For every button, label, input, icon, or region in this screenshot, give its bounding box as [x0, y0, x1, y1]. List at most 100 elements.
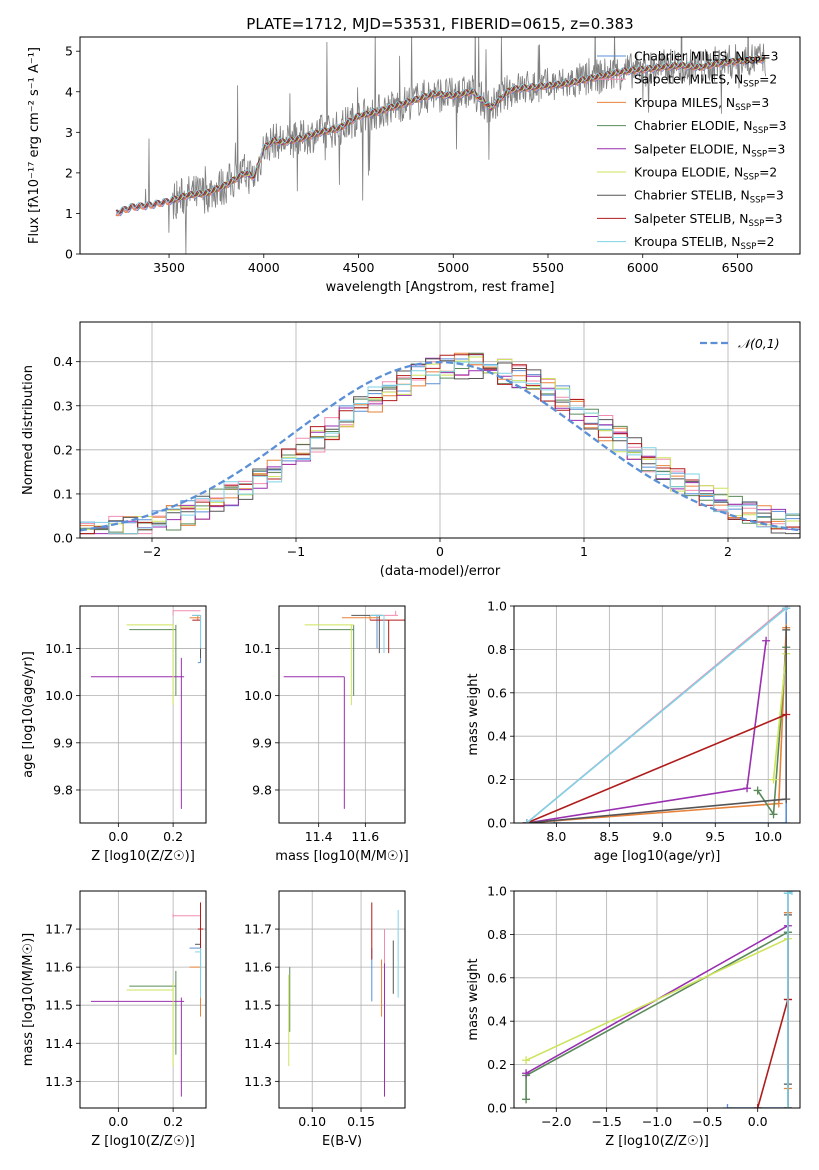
weight-point	[753, 786, 762, 795]
y-tick-label: 0.0	[487, 816, 507, 831]
y-tick-label: 2	[65, 165, 73, 180]
x-axis-label: (data-model)/error	[380, 564, 501, 579]
y-tick-label: 11.3	[45, 1074, 73, 1089]
x-tick-label: 11.6	[351, 829, 379, 844]
x-tick-label: 1	[580, 544, 588, 559]
y-tick-label: 0.0	[487, 1101, 507, 1116]
mass_vs_Z-plot-area	[90, 902, 204, 1097]
y-axis-label: age [log10(age/yr)]	[21, 651, 36, 778]
mass_vs_ebv-panel: 0.10 0.15 11.3 11.4 11.5 11.6 11.7 E(B-V)	[244, 890, 406, 1149]
y-tick-label: 0.4	[53, 354, 73, 369]
x-tick-label: −1	[287, 544, 305, 559]
age_vs_Z-panel: 0.0 0.2 9.8 9.9 10.0 10.1 Z [log10(Z/Z☉)] age […	[21, 605, 207, 864]
y-axis-label: mass weight	[466, 673, 481, 755]
weight-point	[782, 710, 791, 719]
y-tick-label: 0.2	[487, 772, 507, 787]
y-tick-label: 0.8	[487, 927, 507, 942]
x-tick-label: 0.15	[347, 1114, 375, 1129]
y-tick-label: 0.6	[487, 685, 507, 700]
y-tick-label: 10.0	[244, 688, 272, 703]
weight-point	[762, 636, 771, 645]
y-tick-label: 0.1	[53, 486, 73, 501]
x-tick-label: 9.5	[705, 829, 725, 844]
weight-point	[522, 1069, 531, 1078]
weight-line-8	[526, 607, 787, 823]
x-tick-label: 0.10	[298, 1114, 326, 1129]
histogram-7	[80, 353, 800, 535]
y-tick-label: 9.8	[53, 782, 73, 797]
y-tick-label: 11.3	[244, 1074, 272, 1089]
y-tick-label: 10.1	[244, 641, 272, 656]
axes-frame	[513, 605, 801, 824]
y-tick-label: 11.4	[45, 1036, 73, 1051]
normal-reference-curve	[80, 360, 800, 532]
legend-entry: Chabrier ELODIE, NSSP=3	[634, 119, 787, 136]
residuals-plot-area	[80, 352, 800, 535]
axes-frame	[513, 890, 801, 1109]
y-tick-label: 10.1	[45, 641, 73, 656]
mass_vs_Z-panel: 0.0 0.2 11.3 11.4 11.5 11.6 11.7 Z [log10(Z/Z☉)…	[21, 890, 207, 1149]
x-tick-label: 8.5	[599, 829, 619, 844]
weight-point	[782, 819, 791, 823]
weight-line-4	[526, 640, 767, 823]
x-tick-label: 0	[436, 544, 444, 559]
y-tick-label: 0.6	[487, 970, 507, 985]
x-tick-label: 6000	[627, 260, 659, 275]
y-tick-label: 0.2	[53, 442, 73, 457]
y-tick-label: 11.5	[45, 998, 73, 1013]
weight-line-0	[554, 608, 788, 823]
y-tick-label: 1	[65, 206, 73, 221]
observed-spectrum	[115, 37, 767, 254]
y-tick-label: 0.8	[487, 642, 507, 657]
axes-frame	[79, 605, 207, 824]
weight_vs_Z-plot-area	[522, 891, 796, 1108]
axes-frame	[278, 890, 406, 1109]
x-axis-label: age [log10(age/yr)]	[594, 849, 721, 864]
y-axis-label: mass [log10(M/M☉)]	[21, 933, 36, 1066]
y-tick-label: 3	[65, 125, 73, 140]
y-tick-label: 9.9	[252, 735, 272, 750]
x-axis-label: Z [log10(Z/Z☉)]	[91, 1134, 195, 1149]
age_vs_Z-plot-area	[90, 610, 202, 809]
weight_vs_age-panel: 8.0 8.5 9.0 9.5 10.0 0.0 0.2 0.4 0.6 0.8 1.0 age [l…	[466, 599, 801, 864]
mass_vs_ebv-plot-area	[288, 902, 399, 1097]
weight-point	[787, 891, 796, 895]
legend-entry: Salpeter MILES, NSSP=2	[634, 73, 777, 90]
legend-entry: Salpeter STELIB, NSSP=3	[634, 212, 783, 229]
legend-entry: Kroupa MILES, NSSP=3	[634, 96, 769, 113]
x-tick-label: 3500	[153, 260, 185, 275]
y-tick-label: 11.5	[244, 998, 272, 1013]
weight-line-5	[525, 937, 789, 1062]
weight-point	[782, 625, 791, 634]
axes-frame	[79, 36, 801, 255]
x-axis-label: wavelength [Angstrom, rest frame]	[326, 280, 555, 295]
weight_vs_age-plot-area	[522, 606, 792, 823]
histogram-8	[80, 361, 800, 535]
y-tick-label: 4	[65, 84, 73, 99]
spectrum-panel: 3500 4000 4500 5000 5500 6000 6500 0 1 2 3 4 5 wavele…	[27, 36, 801, 295]
x-tick-label: 0.2	[163, 1114, 183, 1129]
x-axis-label: E(B-V)	[322, 1134, 362, 1149]
x-tick-label: 8.0	[546, 829, 566, 844]
weight-point	[522, 1056, 531, 1065]
x-axis-label: Z [log10(Z/Z☉)]	[91, 849, 195, 864]
x-axis-label: mass [log10(M/M☉)]	[275, 849, 408, 864]
x-tick-label: −2	[143, 544, 161, 559]
x-tick-label: 0.0	[108, 829, 128, 844]
y-tick-label: 0.0	[53, 531, 73, 546]
y-axis-label: Flux [fλ10⁻¹⁷ erg cm⁻² s⁻¹ A⁻¹]	[27, 47, 42, 244]
age_vs_mass-plot-area	[283, 610, 405, 809]
weight-point	[522, 819, 531, 823]
weight-point	[769, 810, 778, 819]
axes-frame	[278, 605, 406, 824]
y-tick-label: 11.7	[45, 922, 73, 937]
spectrum-plot-area	[115, 37, 767, 254]
x-tick-label: 5500	[532, 260, 564, 275]
y-axis-label: mass weight	[466, 958, 481, 1040]
x-tick-label: 10.0	[754, 829, 782, 844]
y-tick-label: 1.0	[487, 599, 507, 614]
weight-point	[783, 891, 792, 898]
model-line-8	[115, 54, 766, 214]
legend-entry: Kroupa ELODIE, NSSP=2	[634, 166, 777, 183]
